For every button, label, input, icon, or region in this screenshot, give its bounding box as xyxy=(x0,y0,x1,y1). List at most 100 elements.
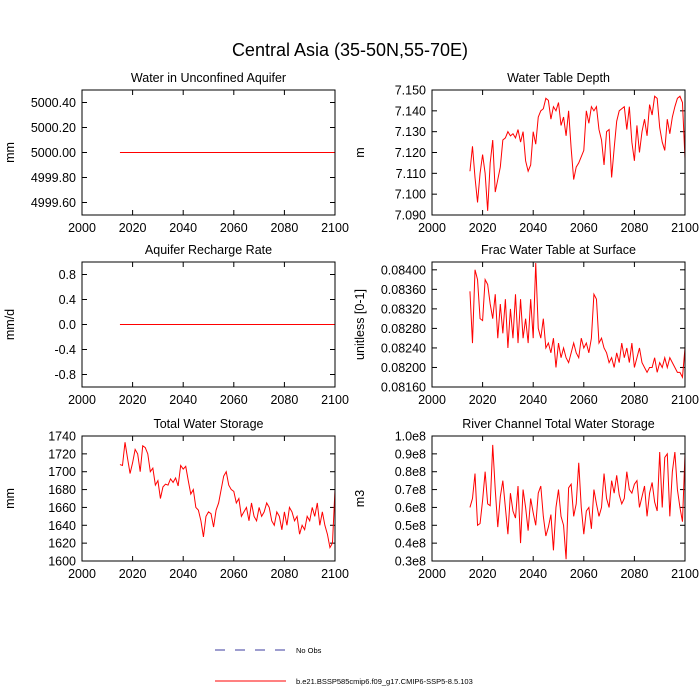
x-tick-label: 2100 xyxy=(671,567,699,581)
y-axis-label: mm xyxy=(3,488,17,509)
y-tick-label: 7.090 xyxy=(395,209,426,223)
x-tick-label: 2040 xyxy=(169,393,197,407)
x-tick-label: 2060 xyxy=(570,221,598,235)
figure-title: Central Asia (35-50N,55-70E) xyxy=(232,40,468,60)
x-tick-label: 2060 xyxy=(570,567,598,581)
x-tick-label: 2100 xyxy=(321,393,349,407)
y-tick-label: 1700 xyxy=(48,465,76,479)
y-tick-label: 7.120 xyxy=(395,146,426,160)
plot-frame xyxy=(81,435,336,562)
x-tick-label: 2080 xyxy=(620,393,648,407)
y-tick-label: 0.08280 xyxy=(381,322,426,336)
y-tick-label: 5000.40 xyxy=(31,96,76,110)
y-tick-label: 0.08360 xyxy=(381,283,426,297)
panel-title: Total Water Storage xyxy=(153,417,263,431)
panel-title: River Channel Total Water Storage xyxy=(462,417,655,431)
y-tick-label: 0.4 xyxy=(59,293,76,307)
x-tick-label: 2020 xyxy=(119,393,147,407)
y-axis-label: m3 xyxy=(353,490,367,507)
y-tick-label: 1.0e8 xyxy=(395,430,426,444)
y-tick-label: 4999.80 xyxy=(31,171,76,185)
x-tick-label: 2100 xyxy=(671,221,699,235)
y-tick-label: 7.110 xyxy=(396,167,426,181)
y-axis-label: mm/d xyxy=(3,309,17,340)
legend-label: b.e21.BSSP585cmip6.f09_g17.CMIP6-SSP5-8.… xyxy=(296,677,473,686)
x-tick-label: 2080 xyxy=(270,567,298,581)
y-tick-label: 0.0 xyxy=(59,318,76,332)
x-tick-label: 2020 xyxy=(469,567,497,581)
x-tick-label: 2000 xyxy=(418,567,446,581)
y-tick-label: 5000.20 xyxy=(31,121,76,135)
x-tick-label: 2040 xyxy=(169,221,197,235)
x-tick-label: 2060 xyxy=(220,567,248,581)
x-tick-label: 2080 xyxy=(270,221,298,235)
x-tick-label: 2040 xyxy=(169,567,197,581)
x-tick-label: 2100 xyxy=(671,393,699,407)
y-tick-label: 5000.00 xyxy=(31,146,76,160)
plot-frame xyxy=(431,261,686,388)
x-tick-label: 2020 xyxy=(469,221,497,235)
y-tick-label: 0.8e8 xyxy=(395,465,426,479)
x-tick-label: 2020 xyxy=(119,221,147,235)
y-tick-label: 4999.60 xyxy=(31,196,76,210)
y-tick-label: 1680 xyxy=(48,483,76,497)
y-tick-label: 7.140 xyxy=(395,104,426,118)
panel-title: Water Table Depth xyxy=(507,71,610,85)
x-tick-label: 2040 xyxy=(519,221,547,235)
y-tick-label: 0.9e8 xyxy=(395,447,426,461)
panel-title: Frac Water Table at Surface xyxy=(481,243,636,257)
x-tick-label: 2080 xyxy=(620,567,648,581)
y-tick-label: 0.3e8 xyxy=(395,555,426,569)
y-tick-label: 0.08240 xyxy=(381,341,426,355)
y-tick-label: -0.4 xyxy=(54,343,76,357)
y-tick-label: 7.130 xyxy=(395,125,426,139)
panel-title: Aquifer Recharge Rate xyxy=(145,243,272,257)
x-tick-label: 2020 xyxy=(469,393,497,407)
y-tick-label: 0.08200 xyxy=(381,361,426,375)
y-tick-label: 1660 xyxy=(48,501,76,515)
data-line xyxy=(119,442,336,550)
x-tick-label: 2000 xyxy=(68,393,96,407)
x-tick-label: 2060 xyxy=(570,393,598,407)
x-tick-label: 2000 xyxy=(68,221,96,235)
y-tick-label: 0.08160 xyxy=(381,381,426,395)
y-tick-label: 0.5e8 xyxy=(395,519,426,533)
x-tick-label: 2040 xyxy=(519,393,547,407)
x-tick-label: 2040 xyxy=(519,567,547,581)
y-tick-label: 1640 xyxy=(48,519,76,533)
y-tick-label: 0.08400 xyxy=(381,263,426,277)
y-tick-label: -0.8 xyxy=(54,368,76,382)
y-tick-label: 0.4e8 xyxy=(395,537,426,551)
y-tick-label: 0.08320 xyxy=(381,302,426,316)
x-tick-label: 2020 xyxy=(119,567,147,581)
y-tick-label: 7.150 xyxy=(395,84,426,98)
y-tick-label: 1600 xyxy=(48,555,76,569)
plot-frame xyxy=(431,435,686,562)
x-tick-label: 2100 xyxy=(321,567,349,581)
data-line xyxy=(469,444,686,560)
plot-frame xyxy=(81,89,336,216)
legend-label: No Obs xyxy=(296,646,322,655)
x-tick-label: 2000 xyxy=(68,567,96,581)
panel-title: Water in Unconfined Aquifer xyxy=(131,71,286,85)
x-tick-label: 2080 xyxy=(620,221,648,235)
data-line xyxy=(469,95,686,211)
y-tick-label: 0.8 xyxy=(59,268,76,282)
x-tick-label: 2060 xyxy=(220,393,248,407)
plot-frame xyxy=(431,89,686,216)
y-tick-label: 0.7e8 xyxy=(395,483,426,497)
y-tick-label: 1620 xyxy=(48,537,76,551)
y-axis-label: mm xyxy=(3,142,17,163)
y-axis-label: m xyxy=(353,147,367,157)
x-tick-label: 2000 xyxy=(418,393,446,407)
x-tick-label: 2100 xyxy=(321,221,349,235)
y-tick-label: 7.100 xyxy=(395,188,426,202)
y-tick-label: 1740 xyxy=(48,430,76,444)
plot-frame xyxy=(81,261,336,388)
y-axis-label: unitless [0-1] xyxy=(353,289,367,360)
y-tick-label: 1720 xyxy=(48,447,76,461)
x-tick-label: 2060 xyxy=(220,221,248,235)
data-line xyxy=(469,262,686,379)
